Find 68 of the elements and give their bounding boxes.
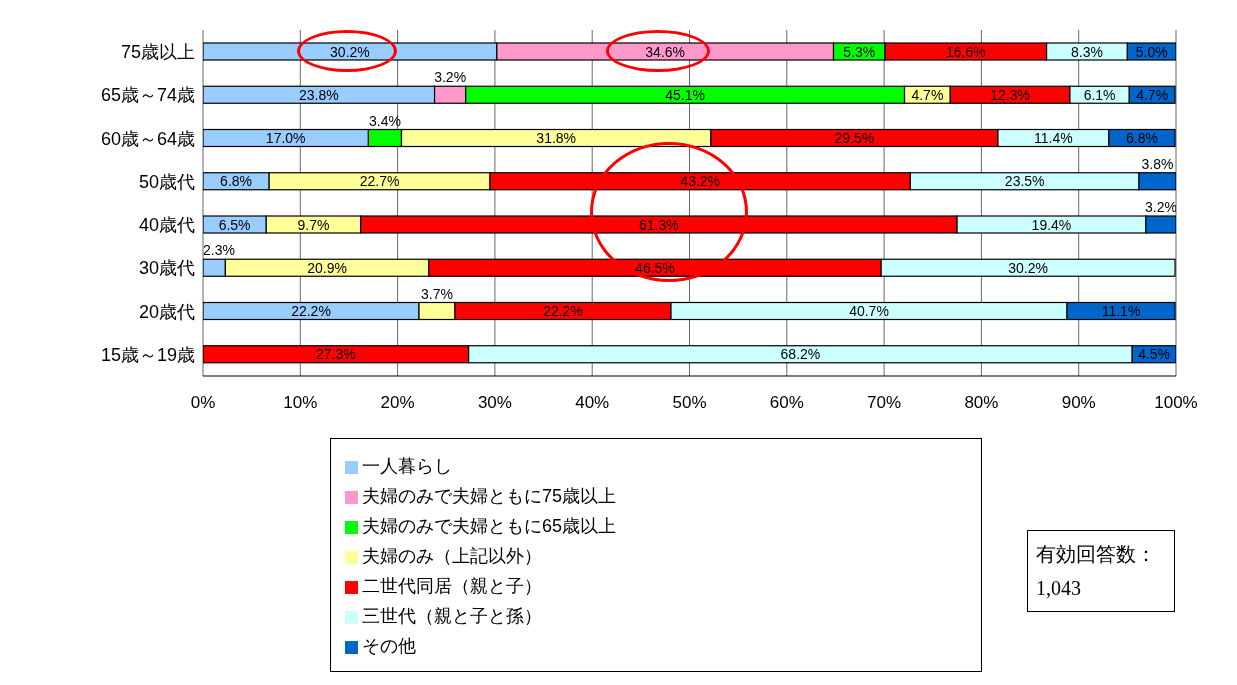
legend-label: 夫婦のみで夫婦ともに65歳以上 [362, 516, 617, 536]
data-label: 16.6% [945, 43, 986, 60]
x-tick-label: 30% [477, 393, 512, 413]
legend-label: 二世代同居（親と子） [362, 576, 542, 596]
data-label: 3.2% [434, 69, 467, 86]
data-label: 17.0% [265, 130, 306, 146]
y-tick-label: 65歳～74歳 [100, 85, 195, 106]
y-tick-label: 50歳代 [138, 171, 195, 192]
data-label: 45.1% [665, 86, 705, 103]
legend-label: 三世代（親と子と孫） [362, 606, 542, 626]
legend-label: 一人暮らし [362, 456, 452, 476]
data-label: 11.1% [1101, 303, 1141, 319]
y-tick-label: 20歳代 [138, 301, 195, 322]
legend-label: 夫婦のみ（上記以外） [362, 546, 542, 566]
x-tick-label: 80% [964, 393, 999, 413]
data-label: 2.3% [203, 242, 235, 259]
data-label: 12.3% [990, 86, 1030, 103]
x-tick-label: 60% [769, 393, 804, 413]
data-label: 29.5% [834, 130, 875, 146]
data-label: 30.2% [1008, 259, 1048, 276]
data-label: 4.5% [1138, 346, 1171, 363]
data-label: 8.3% [1071, 43, 1103, 60]
data-label: 30.2% [330, 43, 370, 60]
y-tick-label: 30歳代 [138, 258, 195, 279]
data-label: 22.7% [359, 173, 400, 190]
data-label: 6.1% [1083, 86, 1116, 103]
data-label: 19.4% [1031, 216, 1072, 233]
data-label: 6.8% [1125, 130, 1158, 146]
y-tick-label: 40歳代 [138, 215, 195, 236]
data-label: 4.7% [911, 86, 944, 103]
data-label: 61.3% [639, 216, 679, 233]
y-tick-label: 60歳～64歳 [100, 128, 195, 149]
data-label: 22.2% [543, 303, 583, 319]
data-label: 68.2% [780, 346, 821, 363]
y-tick-label: 15歳～19歳 [100, 344, 195, 365]
data-label: 3.4% [368, 112, 401, 129]
data-label: 23.8% [298, 86, 339, 103]
x-tick-label: 90% [1061, 393, 1096, 413]
text: 有効回答数：1,043 [1027, 530, 1175, 612]
data-label: 9.7% [297, 216, 330, 233]
x-tick-label: 50% [672, 393, 707, 413]
data-label: 22.2% [291, 303, 331, 319]
data-label: 5.3% [843, 43, 876, 60]
data-label: 46.5% [635, 259, 675, 276]
x-tick-label: 40% [575, 393, 610, 413]
data-label: 6.5% [218, 216, 251, 233]
data-label: 6.8% [220, 173, 253, 190]
data-label: 23.5% [1004, 173, 1045, 190]
data-label: 3.2% [1144, 199, 1177, 215]
data-label: 20.9% [307, 259, 347, 276]
data-label: 31.8% [536, 130, 577, 146]
data-label: 34.6% [645, 43, 686, 60]
data-label: 3.8% [1141, 155, 1174, 172]
data-label: 5.0% [1135, 43, 1168, 60]
x-tick-label: 100% [1154, 393, 1198, 413]
data-label: 11.4% [1034, 130, 1073, 146]
data-label: 4.7% [1136, 86, 1169, 103]
legend-label: その他 [362, 636, 416, 656]
data-label: 43.2% [680, 173, 721, 190]
x-tick-label: 20% [380, 393, 415, 413]
data-label: 40.7% [849, 303, 889, 319]
x-tick-label: 70% [867, 393, 902, 413]
x-tick-label: 0% [190, 393, 216, 413]
y-tick-label: 75歳以上 [120, 42, 195, 63]
legend-label: 夫婦のみで夫婦ともに75歳以上 [362, 486, 617, 506]
data-label: 3.7% [421, 285, 453, 302]
x-tick-label: 10% [283, 393, 318, 413]
data-label: 27.3% [315, 346, 356, 363]
